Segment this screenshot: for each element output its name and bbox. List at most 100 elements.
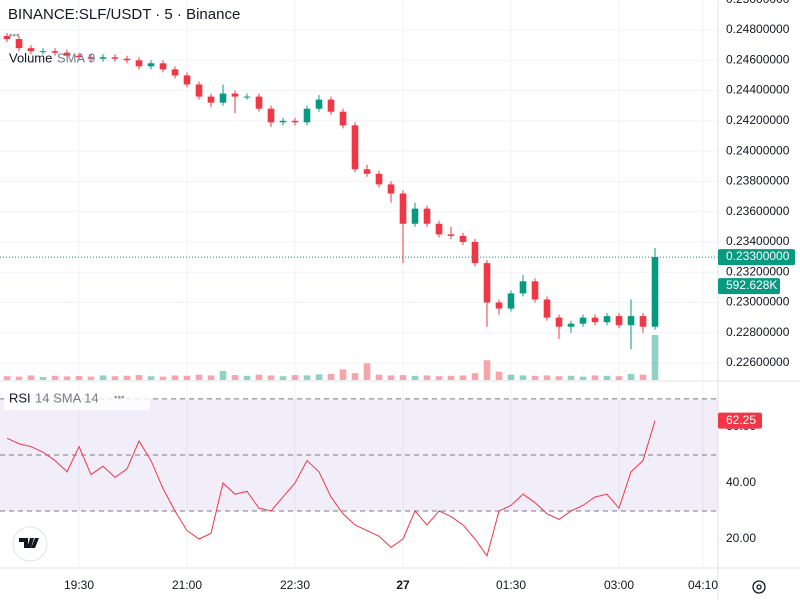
- candle-body: [615, 316, 623, 326]
- candle-body: [243, 96, 251, 98]
- candle-body: [411, 208, 419, 224]
- candle-body: [387, 184, 395, 194]
- more-dots[interactable]: •••: [9, 31, 20, 42]
- volume-bar: [27, 375, 35, 380]
- y-tick-label: 0.23600000: [726, 204, 790, 218]
- volume-bar: [543, 375, 551, 380]
- candle-body: [63, 52, 71, 56]
- volume-bar: [603, 375, 611, 380]
- volume-bar: [459, 375, 467, 380]
- candle-body: [567, 323, 575, 327]
- candle-body: [327, 99, 335, 112]
- y-tick-label: 0.24600000: [726, 52, 790, 66]
- volume-bar: [519, 375, 527, 380]
- candle-body: [123, 58, 131, 61]
- x-tick-label: 01:30: [496, 578, 526, 592]
- volume-bar: [267, 375, 275, 380]
- volume-bar: [483, 360, 491, 380]
- volume-bar: [315, 374, 323, 380]
- volume-bar: [39, 376, 47, 380]
- volume-bar: [99, 375, 107, 380]
- candle-body: [363, 169, 371, 174]
- volume-bar: [183, 375, 191, 380]
- volume-bar: [495, 371, 503, 380]
- y-tick-label: 0.24200000: [726, 113, 790, 127]
- volume-bar: [231, 375, 239, 380]
- more-dots[interactable]: •••: [114, 393, 125, 404]
- y-tick-label: 0.24400000: [726, 83, 790, 97]
- volume-bar: [363, 363, 371, 380]
- candle-body: [267, 108, 275, 123]
- volume-bar: [411, 375, 419, 380]
- y-tick-label: 0.23400000: [726, 234, 790, 248]
- volume-bar: [579, 376, 587, 380]
- x-tick-label: 04:10: [688, 578, 718, 592]
- candle-body: [651, 257, 659, 327]
- volume-bar: [531, 375, 539, 380]
- candle-body: [579, 317, 587, 324]
- price-label-bg: [718, 249, 795, 266]
- volume-bar: [591, 375, 599, 380]
- candle-body: [483, 263, 491, 303]
- volume-bar: [339, 369, 347, 380]
- volume-bar: [135, 375, 143, 380]
- y-tick-label: 0.24000000: [726, 143, 790, 157]
- x-tick-label: 19:30: [64, 578, 94, 592]
- volume-bar: [195, 374, 203, 380]
- volume-bar: [447, 375, 455, 380]
- volume-bar: [351, 373, 359, 380]
- candle-body: [399, 193, 407, 224]
- y-tick-label: 0.23200000: [726, 264, 790, 278]
- rsi-title: RSI: [9, 390, 31, 405]
- candle-body: [39, 51, 47, 53]
- candle-body: [507, 293, 515, 309]
- volume-bar: [63, 376, 71, 380]
- candle-body: [219, 93, 227, 103]
- chart-title: BINANCE:SLF/USDT · 5 · Binance: [8, 6, 240, 23]
- settings-icon[interactable]: [752, 580, 766, 594]
- candle-body: [207, 96, 215, 103]
- volume-bar: [375, 374, 383, 380]
- volume-bar: [15, 376, 23, 380]
- volume-bar: [291, 375, 299, 380]
- rsi-label: 62.25: [726, 413, 756, 427]
- volume-label: 592.628K: [726, 278, 777, 292]
- volume-bar: [651, 334, 659, 380]
- candle-body: [339, 111, 347, 126]
- y-tick-label: 0.23800000: [726, 174, 790, 188]
- volume-bar: [639, 374, 647, 380]
- candle-body: [639, 316, 647, 327]
- candle-body: [15, 39, 23, 49]
- candle-body: [255, 96, 263, 109]
- tv-logo[interactable]: [12, 526, 48, 562]
- volume-bar: [471, 373, 479, 380]
- volume-bar: [207, 375, 215, 380]
- candle-body: [423, 208, 431, 224]
- y-tick-label: 0.23000000: [726, 295, 790, 309]
- volume-bar: [327, 373, 335, 380]
- candle-body: [603, 316, 611, 323]
- candle-body: [447, 234, 455, 236]
- candle-body: [351, 125, 359, 170]
- price-label: 0.23300000: [726, 249, 790, 263]
- candle-body: [303, 108, 311, 123]
- candle-body: [231, 93, 239, 97]
- candle-body: [315, 99, 323, 109]
- candle-body: [627, 316, 635, 326]
- candle-body: [111, 57, 119, 59]
- candle-body: [99, 57, 107, 59]
- rsi-subtitle: 14 SMA 14: [35, 390, 99, 405]
- y-tick-label: 20.00: [726, 531, 756, 545]
- candle-body: [135, 60, 143, 67]
- candle-body: [495, 302, 503, 309]
- x-tick-label: 03:00: [604, 578, 634, 592]
- volume-bar: [387, 375, 395, 380]
- volume-bar: [615, 376, 623, 380]
- volume-bar: [627, 373, 635, 380]
- candle-body: [519, 281, 527, 294]
- candle-body: [555, 317, 563, 327]
- volume-bar: [75, 376, 83, 380]
- candle-body: [375, 173, 383, 185]
